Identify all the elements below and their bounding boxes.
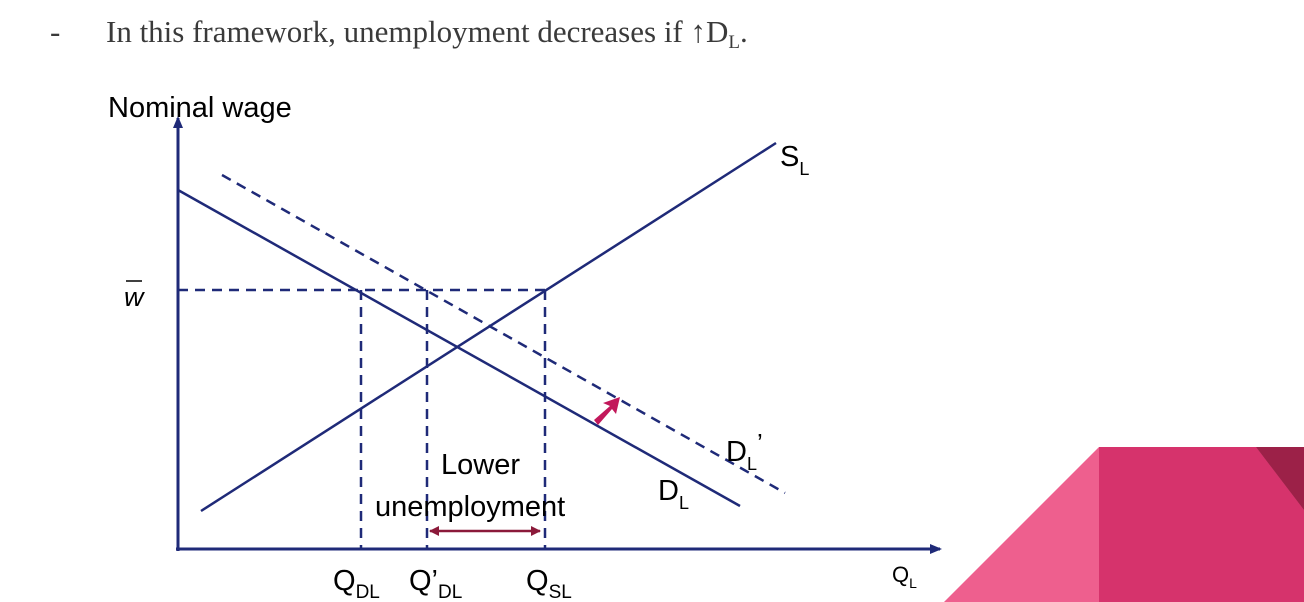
bullet-text-end: . [740,14,748,49]
demand-label: DL [658,475,689,513]
bullet-dash: - [50,14,61,49]
x-axis-label: QL [892,562,917,591]
shift-arrow-icon [594,397,620,425]
q-label-qdl-prime: Q’DL [409,565,462,602]
bullet-text: In this framework, unemployment decrease… [106,14,748,53]
annotation-line-2: unemployment [375,491,565,523]
bullet-line: - In this framework, unemployment decreas… [50,14,748,54]
new-demand-curve [221,173,786,495]
wage-label: w [124,282,145,312]
supply-curve [200,141,777,513]
q-label-qdl: QDL [333,565,380,602]
q-label-qsl: QSL [526,565,572,602]
annotation-line-1: Lower [441,449,520,481]
corner-decoration-dark [1256,447,1304,510]
demand-curve [177,188,741,508]
corner-decoration-mid [1099,447,1304,602]
bullet-text-sub: L [728,32,741,53]
supply-label: SL [780,141,809,179]
y-axis-label: Nominal wage [108,92,292,124]
new-demand-label: DL’ [726,428,763,474]
bullet-text-main: In this framework, unemployment decrease… [106,14,729,49]
